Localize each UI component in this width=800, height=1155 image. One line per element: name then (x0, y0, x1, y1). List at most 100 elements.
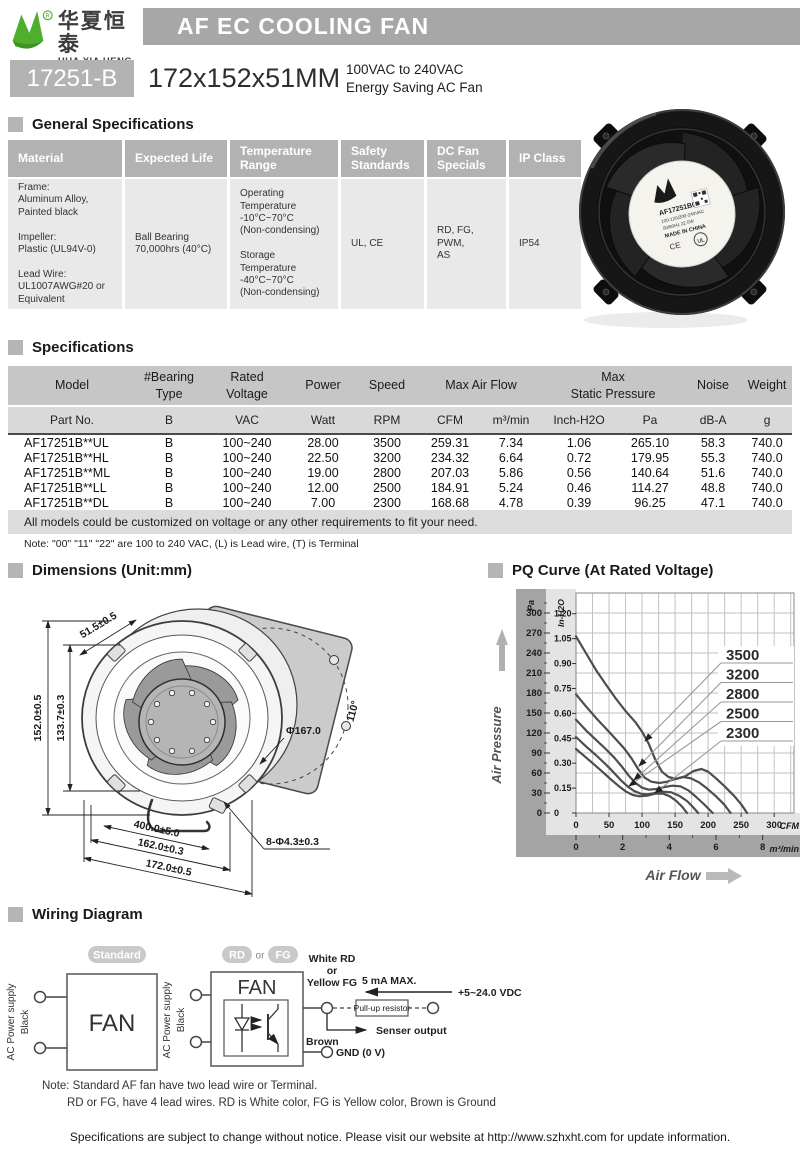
svg-text:150: 150 (667, 820, 683, 831)
legend-2300: 2300 (726, 725, 759, 742)
dim-height: 152.0±0.5 (32, 695, 44, 742)
pq-curves (574, 635, 749, 815)
gh-dc-specials: DC Fan Specials (427, 140, 506, 177)
y-axis-title: Air Pressure (489, 706, 504, 784)
svg-text:0.30: 0.30 (554, 758, 572, 768)
svg-text:90: 90 (531, 748, 542, 759)
section-bullet-icon (488, 563, 503, 578)
col-power: Power (292, 366, 354, 406)
col-speed: Speed (354, 366, 420, 406)
airflow-arrow-icon (728, 868, 742, 884)
dim-holes: 8-Φ4.3±0.3 (266, 836, 319, 848)
col-voltage: Rated Voltage (202, 366, 292, 406)
svg-text:300: 300 (526, 608, 542, 619)
svg-text:1.05: 1.05 (554, 634, 572, 644)
current-max-label: 5 mA MAX. (362, 975, 417, 987)
out-yellow-fg: Yellow FG (307, 977, 357, 989)
gc-safety: UL, CE (341, 179, 424, 309)
svg-text:60: 60 (531, 768, 542, 779)
curve-3200 (574, 693, 732, 815)
sensor-output-label: Senser output (376, 1025, 447, 1037)
svg-text:120: 120 (526, 728, 542, 739)
dimensions-drawing: 152.0±0.5 133.7±0.3 51.5±0.5 400.0±5.0 1… (32, 605, 362, 897)
fan-box-label: FAN (238, 977, 277, 999)
wiring-rdfg: RD or FG FAN (162, 946, 522, 1067)
unit-cfm: CFM (420, 405, 480, 435)
gc-material: Frame: Aluminum Alloy, Painted black Imp… (8, 179, 122, 309)
general-spec-table: Material Expected Life Temperature Range… (8, 140, 581, 309)
legend-2800: 2800 (726, 686, 759, 703)
col-model: Model (8, 366, 136, 406)
svg-text:240: 240 (526, 648, 542, 659)
m3-unit-label: m³/min (769, 844, 799, 854)
dim-angle: 110° (345, 699, 362, 723)
unit-rpm: RPM (354, 405, 420, 435)
fan-box-label: FAN (89, 1010, 136, 1037)
pullup-resistor-label: Pull-up resistor (354, 1003, 411, 1013)
section-general-specifications: General Specifications (8, 116, 194, 133)
section-bullet-icon (8, 117, 23, 132)
gc-ip: IP54 (509, 179, 581, 309)
chart-ticks: 030609012015018021024027030000.150.300.4… (526, 602, 782, 853)
dim-inner-height: 133.7±0.3 (55, 695, 67, 742)
section-bullet-icon (8, 340, 23, 355)
standard-badge: Standard (93, 950, 141, 962)
svg-text:0.90: 0.90 (554, 659, 572, 669)
svg-text:0.75: 0.75 (554, 683, 572, 693)
section-title: Dimensions (Unit:mm) (32, 562, 193, 579)
svg-text:1.20: 1.20 (554, 609, 572, 619)
cell-partno: AF17251B**LL (24, 480, 107, 495)
section-specifications: Specifications (8, 339, 134, 356)
svg-text:100: 100 (634, 820, 650, 831)
svg-text:250: 250 (733, 820, 749, 831)
ul-mark: UL (697, 237, 706, 245)
spec-units-row: Part No. B VAC Watt RPM CFM m³/min Inch-… (8, 405, 793, 435)
svg-text:270: 270 (526, 628, 542, 639)
pa-unit-label: Pa (526, 600, 536, 611)
svg-text:4: 4 (667, 842, 673, 853)
section-bullet-icon (8, 907, 23, 922)
svg-text:0.45: 0.45 (554, 733, 572, 743)
spec-note2: Note: "00" "11" "22" are 100 to 240 VAC,… (24, 538, 359, 550)
pq-curve-chart: 3500 3200 2800 2500 2300 030609012015018… (489, 589, 800, 884)
gc-expected-life: Ball Bearing 70,000hrs (40°C) (125, 179, 227, 309)
spec-table-row: AF17251B**DL B 100~240 7.00 2300 168.68 4.7… (8, 495, 792, 510)
section-bullet-icon (8, 563, 23, 578)
unit-dba: dB-A (684, 405, 743, 435)
spec-table-row: AF17251B**ML B 100~240 19.00 2800 207.03 5.… (8, 465, 792, 480)
footer-note: Specifications are subject to change wit… (69, 1130, 731, 1144)
unit-bearing: B (136, 405, 202, 435)
dim-circle: Φ167.0 (286, 725, 321, 737)
section-dimensions: Dimensions (Unit:mm) (8, 562, 192, 579)
curve-2800 (574, 718, 714, 815)
svg-text:8: 8 (760, 842, 765, 853)
cell-partno: AF17251B**ML (24, 465, 111, 480)
wiring-note1: Note: Standard AF fan have two lead wire… (42, 1080, 318, 1092)
curve-2300 (574, 747, 689, 815)
col-weight: Weight (742, 366, 793, 406)
curve-2500 (574, 735, 700, 815)
brown-wire-label: Brown (306, 1036, 339, 1048)
page-title-banner: AF EC COOLING FAN (143, 8, 800, 45)
legend-pointers (628, 662, 793, 794)
svg-text:0: 0 (573, 842, 578, 853)
spec-note1: All models could be customized on voltag… (8, 510, 793, 534)
unit-m3min: m³/min (480, 405, 543, 435)
subtitle-line1: 100VAC to 240VAC (346, 62, 464, 77)
dimension-lines (42, 619, 330, 897)
unit-g: g (742, 405, 793, 435)
out-or: or (327, 965, 338, 977)
spec-table-row: AF17251B**HL B 100~240 22.50 3200 234.32 6.… (8, 450, 792, 465)
ce-mark: CE (669, 240, 682, 251)
wiring-diagram: Standard FAN AC Power supply Black RD or… (6, 946, 522, 1071)
svg-text:6: 6 (713, 842, 718, 853)
section-title: Wiring Diagram (32, 906, 143, 923)
cell-partno: AF17251B**UL (24, 435, 109, 450)
cfm-unit-label: CFM (780, 821, 800, 831)
gc-temperature: Operating Temperature -10°C~70°C (Non-co… (230, 179, 338, 309)
optocoupler-icon (233, 1004, 279, 1052)
gnd-label: GND (0 V) (336, 1047, 385, 1059)
svg-text:0: 0 (573, 820, 578, 831)
section-pq-curve: PQ Curve (At Rated Voltage) (488, 562, 713, 579)
fan-product-photo: AF17251B00HL 100-120/200-240VAC 50/60Hz … (579, 109, 785, 328)
